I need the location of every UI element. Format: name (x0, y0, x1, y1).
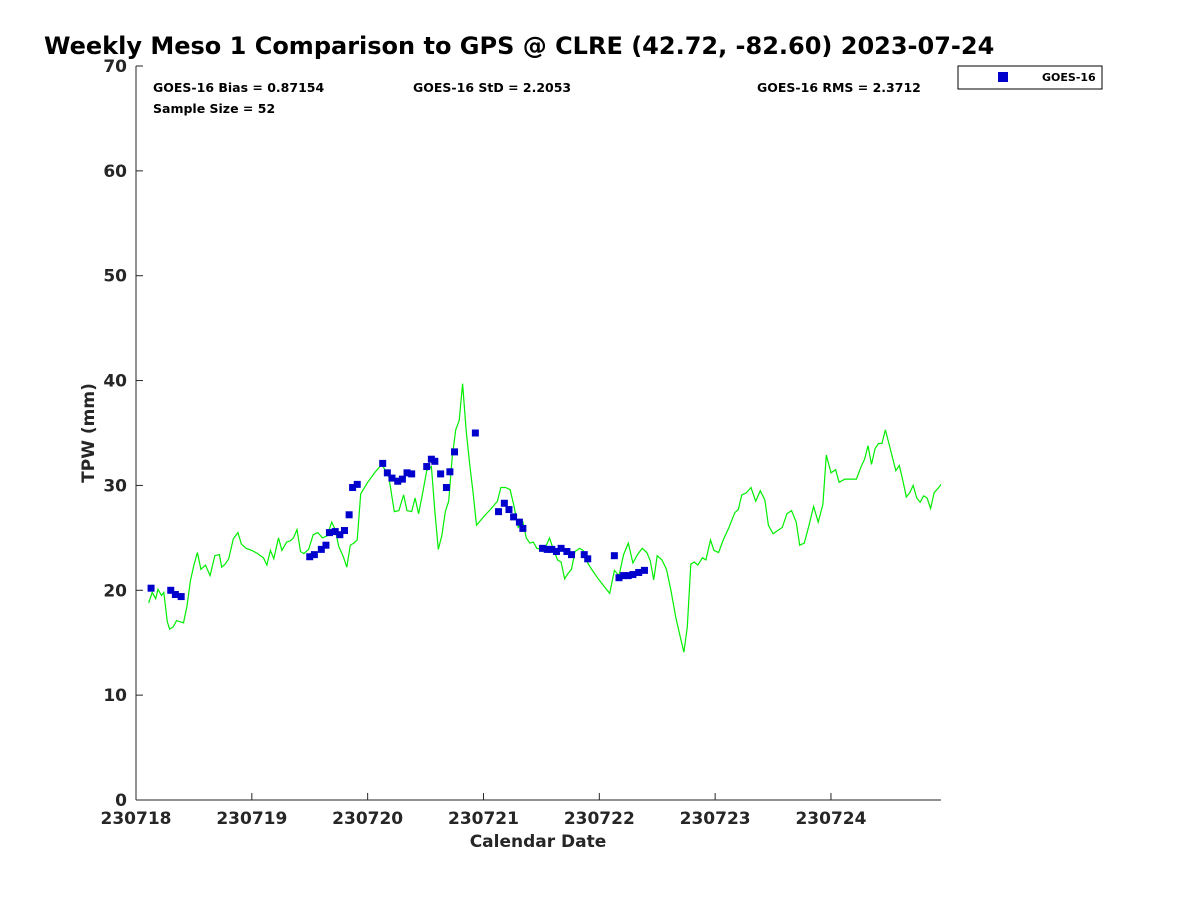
goes16-point (584, 555, 592, 563)
goes16-point (306, 553, 314, 561)
goes16-point (388, 474, 396, 482)
goes16-point (353, 480, 361, 488)
goes16-point (177, 593, 185, 601)
goes16-point (437, 470, 445, 478)
goes16-point (394, 477, 402, 485)
goes16-point (340, 527, 348, 535)
goes16-point (147, 584, 155, 592)
goes16-point (349, 484, 357, 492)
goes16-point (331, 528, 339, 536)
x-tick-label: 230723 (680, 809, 751, 829)
legend-label-goes16: GOES-16 (1042, 71, 1096, 84)
chart-title: Weekly Meso 1 Comparison to GPS @ CLRE (… (44, 32, 994, 60)
goes16-point (451, 448, 459, 456)
rms-stat: GOES-16 RMS = 2.3712 (757, 80, 921, 95)
goes16-point (471, 429, 479, 437)
y-tick-label: 20 (103, 581, 127, 601)
goes16-point (403, 469, 411, 477)
goes16-point (442, 484, 450, 492)
legend-box (957, 65, 1103, 90)
x-axis-label: Calendar Date (470, 832, 607, 852)
goes16-point (345, 511, 353, 519)
sample-size-stat: Sample Size = 52 (153, 101, 275, 116)
x-tick-label: 230722 (564, 809, 635, 829)
goes16-point (431, 457, 439, 465)
goes16-point (398, 475, 406, 483)
goes16-point (539, 544, 547, 552)
goes16-point (568, 551, 576, 559)
goes16-point (171, 590, 179, 598)
y-tick-label: 0 (115, 791, 127, 811)
goes16-point (557, 544, 565, 552)
goes16-point (310, 551, 318, 559)
y-tick-label: 60 (103, 162, 127, 182)
x-tick-label: 230721 (448, 809, 519, 829)
plot-area: 0 10 20 30 40 50 60 70 230718 230719 230720 230721 2… (101, 57, 941, 829)
goes16-point (543, 545, 551, 553)
y-axis-label: TPW (mm) (79, 383, 99, 483)
goes16-point (167, 586, 175, 594)
goes16-point (620, 572, 628, 580)
goes16-point (580, 551, 588, 559)
y-tick-label: 40 (103, 372, 127, 392)
bias-stat: GOES-16 Bias = 0.87154 (153, 80, 324, 95)
goes16-point (322, 541, 330, 549)
goes16-point (624, 572, 632, 580)
goes16-point (336, 531, 344, 539)
y-tick-label: 70 (103, 57, 127, 77)
goes16-point (610, 552, 618, 560)
goes16-point (519, 524, 527, 532)
legend: GOES-16 (957, 65, 1103, 90)
goes16-point (629, 571, 637, 579)
goes16-point (379, 459, 387, 467)
goes16-point (552, 547, 560, 555)
goes16-point (500, 499, 508, 507)
goes16-point (505, 506, 513, 514)
goes16-point (615, 574, 623, 582)
goes16-point (408, 470, 416, 478)
std-stat: GOES-16 StD = 2.2053 (413, 80, 571, 95)
y-tick-label: 50 (103, 267, 127, 287)
goes16-point (317, 545, 325, 553)
goes16-point (446, 468, 454, 476)
goes16-point (510, 513, 518, 521)
y-tick-label: 30 (103, 476, 127, 496)
goes16-point (515, 518, 523, 526)
goes16-point (563, 547, 571, 555)
y-tick-label: 10 (103, 686, 127, 706)
goes16-point (640, 566, 648, 574)
gps-series-line (148, 383, 941, 653)
x-tick-label: 230720 (332, 809, 403, 829)
x-tick-label: 230724 (795, 809, 866, 829)
goes16-point (548, 545, 556, 553)
legend-square-marker-icon (998, 72, 1008, 82)
goes16-point (423, 463, 431, 471)
goes16-point (635, 568, 643, 576)
goes16-point (495, 508, 503, 516)
x-tick-label: 230718 (101, 809, 172, 829)
goes16-point (383, 469, 391, 477)
x-tick-label: 230719 (216, 809, 287, 829)
goes16-point (325, 529, 333, 537)
